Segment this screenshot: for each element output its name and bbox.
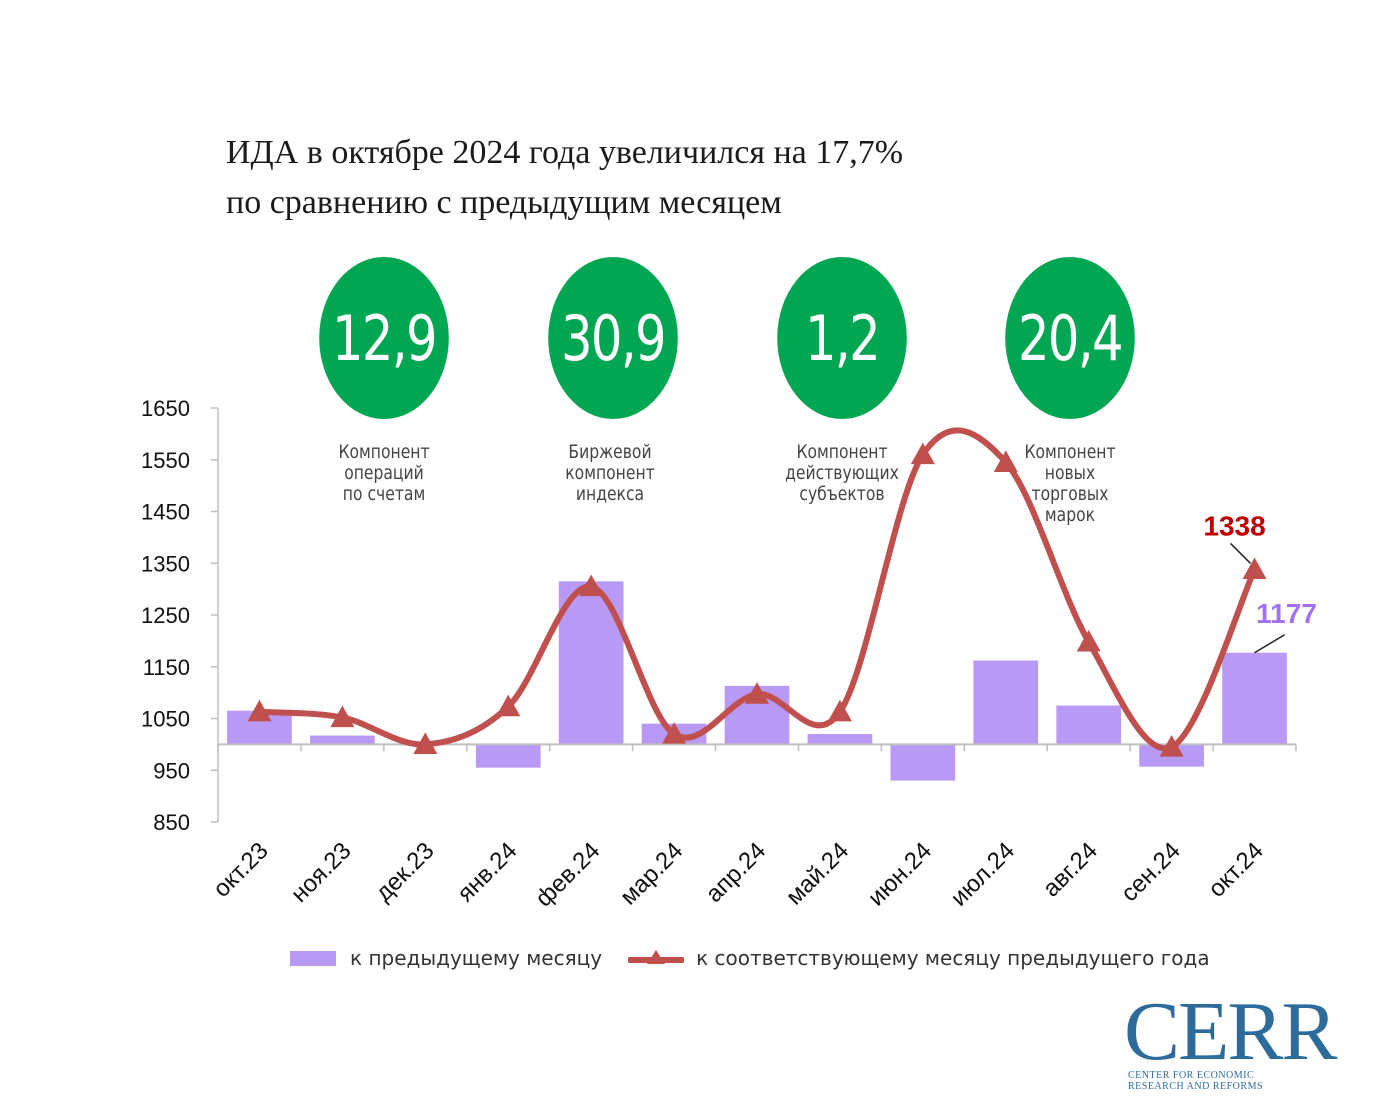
line-point — [910, 442, 935, 465]
bar — [807, 734, 873, 745]
y-tick-label: 1450 — [141, 500, 190, 525]
legend-line-label: к соответствующему месяцу предыдущего го… — [696, 946, 1210, 970]
bar — [1222, 652, 1287, 745]
line-annotation: 1338 — [1203, 510, 1265, 541]
bar — [475, 744, 541, 768]
line-point — [662, 722, 687, 744]
kpi-circle-trademarks: 20,4 — [1005, 257, 1135, 419]
legend: к предыдущему месяцу к соответствующему … — [290, 946, 1210, 970]
x-tick-label: июл.24 — [946, 837, 1020, 911]
cerr-logo: CERR CENTER FOR ECONOMIC RESEARCH AND RE… — [1124, 985, 1344, 1093]
line-point — [579, 574, 604, 597]
cerr-logo-line1: CENTER FOR ECONOMIC — [1128, 1070, 1255, 1081]
x-tick-label: авг.24 — [1038, 837, 1103, 902]
x-tick-label: окт.23 — [208, 837, 274, 903]
x-tick-label: сен.24 — [1116, 837, 1186, 907]
bar-annotation: 1177 — [1256, 598, 1317, 629]
y-tick-label: 1550 — [141, 448, 190, 473]
x-tick-label: июн.24 — [863, 837, 937, 911]
bar — [890, 744, 956, 781]
y-tick-label: 1350 — [141, 551, 190, 576]
chart-title: ИДА в октябре 2024 года увеличился на 17… — [226, 128, 903, 228]
y-tick-label: 1650 — [141, 396, 190, 421]
x-tick-label: окт.24 — [1203, 837, 1269, 903]
cerr-logo-line2: RESEARCH AND REFORMS — [1128, 1081, 1264, 1092]
x-tick-label: фев.24 — [530, 837, 605, 912]
bar-annotation-leader — [1254, 634, 1285, 654]
x-tick-label: мар.24 — [615, 837, 688, 910]
line-point — [993, 450, 1018, 472]
y-tick-label: 1050 — [141, 707, 190, 732]
legend-line-swatch — [628, 950, 685, 964]
x-tick-label: ноя.23 — [286, 837, 357, 908]
cerr-logo-subtitle: CENTER FOR ECONOMIC RESEARCH AND REFORMS — [1128, 1070, 1344, 1092]
line-point — [1159, 734, 1184, 757]
kpi-label-exchange: Биржевой компонент индекса — [565, 441, 655, 505]
x-tick-label: дек.23 — [370, 837, 439, 906]
line-point — [827, 699, 852, 722]
y-tick-label: 1150 — [143, 655, 190, 680]
line-point — [496, 694, 521, 717]
y-tick-label: 1250 — [141, 603, 190, 628]
kpi-label-trademarks: Компонент новых торговых марок — [1024, 441, 1116, 526]
kpi-label-entities: Компонент действующих субъектов — [785, 441, 899, 505]
x-tick-label: янв.24 — [452, 837, 522, 907]
legend-bar-label: к предыдущему месяцу — [350, 946, 603, 970]
cerr-logo-text: CERR — [1124, 985, 1337, 1078]
kpi-circle-exchange: 30,9 — [548, 257, 678, 419]
x-tick-label: апр.24 — [700, 837, 771, 908]
chart-title-line1: ИДА в октябре 2024 года увеличился на 17… — [226, 134, 904, 171]
x-tick-label: май.24 — [781, 837, 854, 910]
kpi-circle-entities: 1,2 — [777, 257, 907, 419]
legend-bar-swatch — [290, 950, 336, 966]
line-point — [1242, 557, 1267, 580]
bar — [973, 660, 1039, 745]
line-point — [745, 682, 769, 704]
chart-title-line2: по сравнению с предыдущим месяцем — [226, 184, 782, 221]
kpi-label-accounts: Компонент операций по счетам — [338, 441, 430, 505]
line-annotation-leader — [1230, 542, 1252, 564]
kpi-circle-accounts: 12,9 — [319, 257, 449, 419]
line-point — [330, 705, 355, 728]
line-point — [1076, 629, 1101, 652]
y-tick-label: 950 — [153, 758, 190, 783]
line-series — [256, 427, 1258, 752]
bar — [310, 735, 375, 745]
bar — [1056, 705, 1122, 745]
line-point — [247, 699, 272, 722]
legend-line-item: к соответствующему месяцу предыдущего го… — [628, 946, 1210, 970]
line-point — [413, 732, 438, 754]
y-tick-label: 850 — [153, 810, 190, 835]
